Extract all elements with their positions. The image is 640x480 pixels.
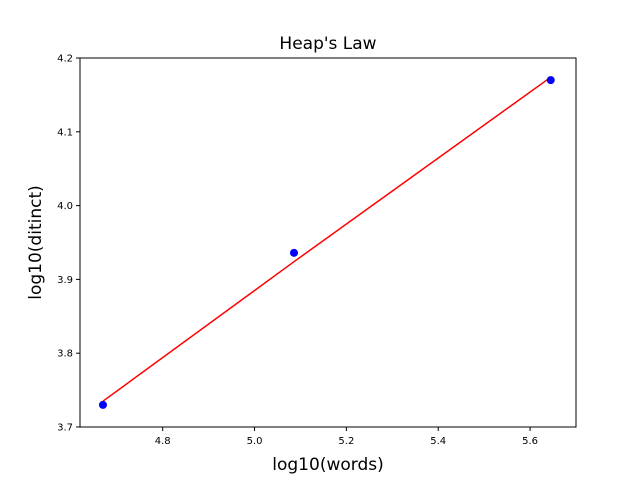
x-tick-label-2: 5.2 <box>338 436 354 447</box>
x-tick-label-3: 5.4 <box>430 436 446 447</box>
y-tick-label-2: 3.9 <box>57 275 73 286</box>
data-layer <box>98 76 555 409</box>
y-tick-label-0: 3.7 <box>57 423 73 434</box>
plot-area-background <box>80 58 576 427</box>
y-tick-label-1: 3.8 <box>57 349 73 360</box>
data-point-0 <box>98 400 107 409</box>
x-tick-label-4: 5.6 <box>522 436 538 447</box>
chart-title: Heap's Law <box>279 34 376 54</box>
y-tick-label-4: 4.1 <box>57 127 73 138</box>
fit-line <box>102 76 552 402</box>
data-point-2 <box>546 76 555 85</box>
y-axis-label: log10(ditinct) <box>26 185 46 300</box>
x-tick-label-0: 4.8 <box>155 436 171 447</box>
ticks-layer: 4.8 5.0 5.2 5.4 5.6 3.7 3.8 3.9 4.0 4.1 4.2 <box>57 54 538 448</box>
x-tick-label-1: 5.0 <box>247 436 263 447</box>
y-tick-label-3: 4.0 <box>57 201 73 212</box>
y-tick-label-5: 4.2 <box>57 54 73 65</box>
x-axis-label: log10(words) <box>272 455 383 475</box>
plot-frame <box>79 57 577 428</box>
data-point-1 <box>290 248 299 257</box>
